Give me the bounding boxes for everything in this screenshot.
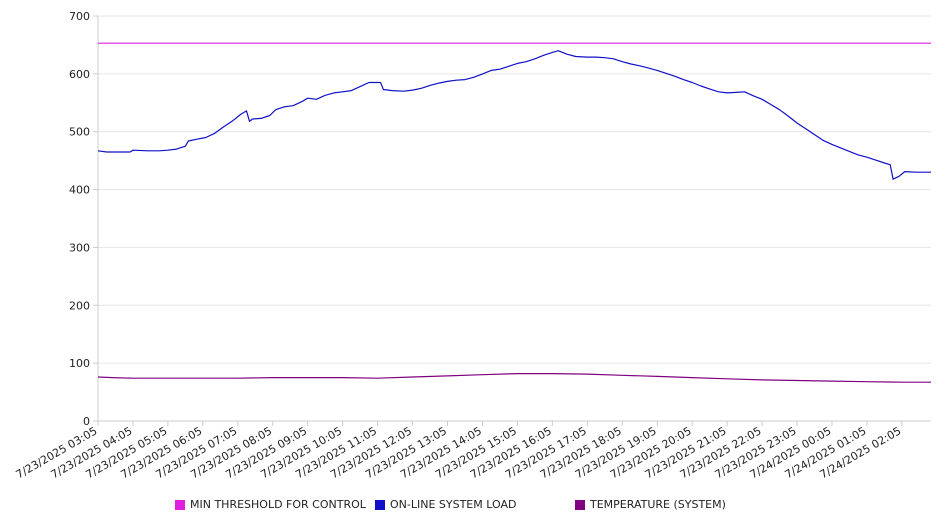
series-line-2 xyxy=(97,373,931,383)
y-tick-label: 600 xyxy=(69,68,90,81)
y-tick-label: 500 xyxy=(69,126,90,139)
y-tick-label: 100 xyxy=(69,357,90,370)
y-tick-label: 400 xyxy=(69,184,90,197)
gridlines xyxy=(98,15,931,364)
y-axis-ticks: 0 100 200 300 400 500 600 700 xyxy=(69,10,98,428)
legend-swatch-threshold xyxy=(175,499,185,510)
series-layer xyxy=(97,42,931,383)
legend-item-load: ON-LINE SYSTEM LOAD xyxy=(375,498,516,511)
legend-label-temperature: TEMPERATURE (SYSTEM) xyxy=(590,498,726,511)
legend-item-temperature: TEMPERATURE (SYSTEM) xyxy=(575,498,726,511)
legend-swatch-load xyxy=(375,499,385,510)
y-tick-label: 0 xyxy=(83,415,90,428)
y-tick-label: 200 xyxy=(69,299,90,312)
legend-item-threshold: MIN THRESHOLD FOR CONTROL xyxy=(175,498,366,511)
legend-swatch-temperature xyxy=(575,499,585,510)
series-line-1 xyxy=(97,50,931,180)
legend-label-load: ON-LINE SYSTEM LOAD xyxy=(390,498,517,511)
x-axis-ticks: 7/23/2025 03:057/23/2025 04:057/23/2025 … xyxy=(14,421,903,481)
legend: MIN THRESHOLD FOR CONTROL ON-LINE SYSTEM… xyxy=(0,498,946,518)
legend-label-threshold: MIN THRESHOLD FOR CONTROL xyxy=(190,498,366,511)
y-tick-label: 700 xyxy=(69,10,90,23)
y-tick-label: 300 xyxy=(69,241,90,254)
